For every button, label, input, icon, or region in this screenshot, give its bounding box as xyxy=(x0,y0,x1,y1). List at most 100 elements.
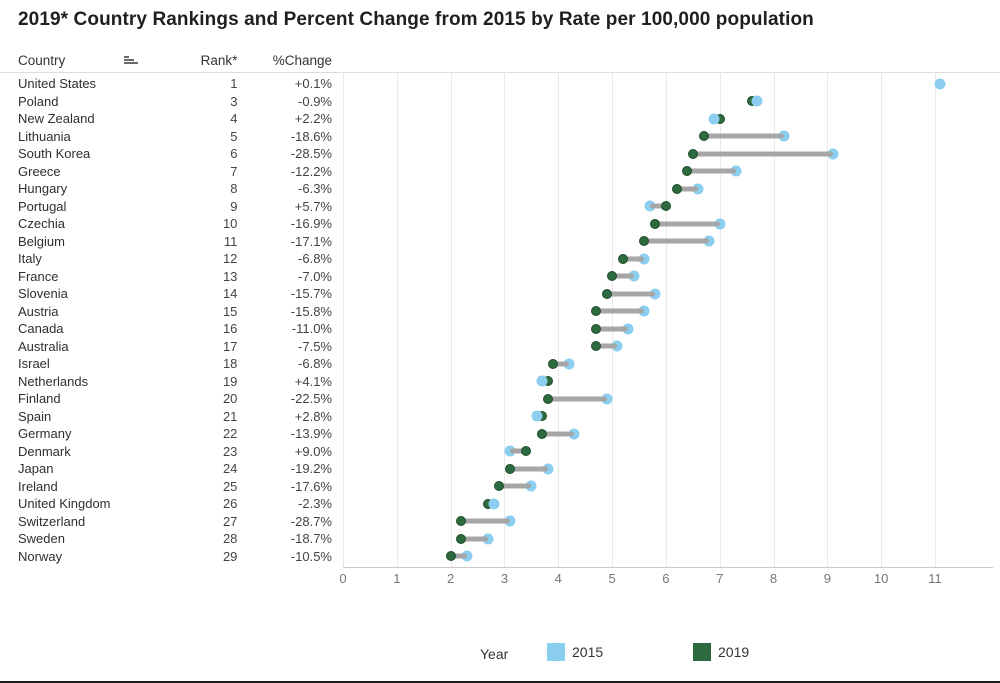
dot-2015[interactable] xyxy=(622,323,634,335)
dot-2015[interactable] xyxy=(934,78,946,90)
legend-item-2015[interactable]: 2015 xyxy=(547,643,603,661)
dot-2015[interactable] xyxy=(778,130,790,142)
dot-2019[interactable] xyxy=(687,148,698,159)
dot-2019[interactable] xyxy=(650,218,661,229)
table-row[interactable]: Netherlands 19 +4.1% xyxy=(0,373,343,391)
table-row[interactable]: Belgium 11 -17.1% xyxy=(0,233,343,251)
table-row[interactable]: Canada 16 -11.0% xyxy=(0,320,343,338)
dot-2019[interactable] xyxy=(607,271,618,282)
rank-cell: 13 xyxy=(222,268,238,284)
dot-2019[interactable] xyxy=(639,236,650,247)
dot-2019[interactable] xyxy=(590,341,601,352)
dumbbell-connector xyxy=(542,431,575,437)
change-cell: +0.1% xyxy=(294,76,332,91)
gridline xyxy=(719,72,721,567)
table-row[interactable]: Lithuania 5 -18.6% xyxy=(0,128,343,146)
dot-2019[interactable] xyxy=(542,393,553,404)
dumbbell-connector xyxy=(509,448,526,454)
table-row[interactable]: Czechia 10 -16.9% xyxy=(0,215,343,233)
table-row[interactable]: Germany 22 -13.9% xyxy=(0,425,343,443)
legend-label-2015: 2015 xyxy=(572,644,604,660)
country-cell: Netherlands xyxy=(18,373,89,389)
dot-2015[interactable] xyxy=(692,183,704,195)
dot-2019[interactable] xyxy=(494,481,505,492)
dot-2019[interactable] xyxy=(547,358,558,369)
legend-item-2019[interactable]: 2019 xyxy=(693,643,749,661)
table-row[interactable]: Israel 18 -6.8% xyxy=(0,355,343,373)
dumbbell-connector xyxy=(509,466,548,472)
country-cell: United Kingdom xyxy=(18,496,111,511)
dot-2019[interactable] xyxy=(590,306,601,317)
table-row[interactable]: New Zealand 4 +2.2% xyxy=(0,110,343,128)
table-row[interactable]: Japan 24 -19.2% xyxy=(0,460,343,478)
column-header-country[interactable]: Country xyxy=(18,52,66,68)
dot-2019[interactable] xyxy=(682,166,693,177)
dot-2015[interactable] xyxy=(714,218,726,230)
dot-2019[interactable] xyxy=(520,446,531,457)
dot-2015[interactable] xyxy=(563,358,575,370)
dot-2019[interactable] xyxy=(456,516,467,527)
dot-2015[interactable] xyxy=(649,288,661,300)
table-row[interactable]: United Kingdom 26 -2.3% xyxy=(0,495,343,513)
table-row[interactable]: Italy 12 -6.8% xyxy=(0,250,343,268)
dot-2015[interactable] xyxy=(708,113,720,125)
column-header-rank[interactable]: Rank* xyxy=(200,52,238,68)
dot-2019[interactable] xyxy=(537,428,548,439)
dot-2015[interactable] xyxy=(504,515,516,527)
dot-2015[interactable] xyxy=(751,95,763,107)
column-header-change[interactable]: %Change xyxy=(272,52,332,68)
gridline xyxy=(504,72,506,567)
table-row[interactable]: Hungary 8 -6.3% xyxy=(0,180,343,198)
change-cell: -7.0% xyxy=(298,268,332,284)
dot-2015[interactable] xyxy=(488,498,500,510)
table-row[interactable]: Poland 3 -0.9% xyxy=(0,93,343,111)
table-row[interactable]: Sweden 28 -18.7% xyxy=(0,530,343,548)
table-row[interactable]: Ireland 25 -17.6% xyxy=(0,478,343,496)
dot-2019[interactable] xyxy=(504,463,515,474)
table-row[interactable]: Greece 7 -12.2% xyxy=(0,163,343,181)
dot-2015[interactable] xyxy=(611,340,623,352)
table-row[interactable]: South Korea 6 -28.5% xyxy=(0,145,343,163)
dot-2015[interactable] xyxy=(628,270,640,282)
dot-2015[interactable] xyxy=(542,463,554,475)
dumbbell-connector xyxy=(622,256,645,262)
dot-2015[interactable] xyxy=(703,235,715,247)
country-cell: France xyxy=(18,268,59,284)
gridline xyxy=(343,72,344,567)
table-row[interactable]: United States 1 +0.1% xyxy=(0,75,343,93)
sort-ascending-bars-icon[interactable] xyxy=(123,55,169,65)
legend-label-2019: 2019 xyxy=(718,644,750,660)
dot-2019[interactable] xyxy=(456,533,467,544)
dot-2015[interactable] xyxy=(531,410,543,422)
rank-cell: 18 xyxy=(222,356,238,371)
table-row[interactable]: Denmark 23 +9.0% xyxy=(0,443,343,461)
dot-2015[interactable] xyxy=(461,550,473,562)
dot-2015[interactable] xyxy=(638,253,650,265)
legend-swatch-2019[interactable] xyxy=(693,643,711,661)
dot-2015[interactable] xyxy=(482,533,494,545)
dot-2015[interactable] xyxy=(601,393,613,405)
table-row[interactable]: France 13 -7.0% xyxy=(0,268,343,286)
dot-2015[interactable] xyxy=(638,305,650,317)
dot-2019[interactable] xyxy=(660,201,671,212)
dot-2019[interactable] xyxy=(445,551,456,562)
table-row[interactable]: Portugal 9 +5.7% xyxy=(0,198,343,216)
table-row[interactable]: Austria 15 -15.8% xyxy=(0,303,343,321)
dot-2015[interactable] xyxy=(568,428,580,440)
table-row[interactable]: Norway 29 -10.5% xyxy=(0,548,343,566)
dot-2019[interactable] xyxy=(671,183,682,194)
dot-2015[interactable] xyxy=(525,480,537,492)
dot-2019[interactable] xyxy=(601,288,612,299)
dot-2019[interactable] xyxy=(617,253,628,264)
dot-2019[interactable] xyxy=(590,323,601,334)
table-row[interactable]: Spain 21 +2.8% xyxy=(0,408,343,426)
dot-2015[interactable] xyxy=(536,375,548,387)
dot-2015[interactable] xyxy=(827,148,839,160)
legend-swatch-2015[interactable] xyxy=(547,643,565,661)
dot-2015[interactable] xyxy=(730,165,742,177)
table-row[interactable]: Australia 17 -7.5% xyxy=(0,338,343,356)
table-row[interactable]: Finland 20 -22.5% xyxy=(0,390,343,408)
table-row[interactable]: Slovenia 14 -15.7% xyxy=(0,285,343,303)
dot-2019[interactable] xyxy=(698,131,709,142)
table-row[interactable]: Switzerland 27 -28.7% xyxy=(0,513,343,531)
